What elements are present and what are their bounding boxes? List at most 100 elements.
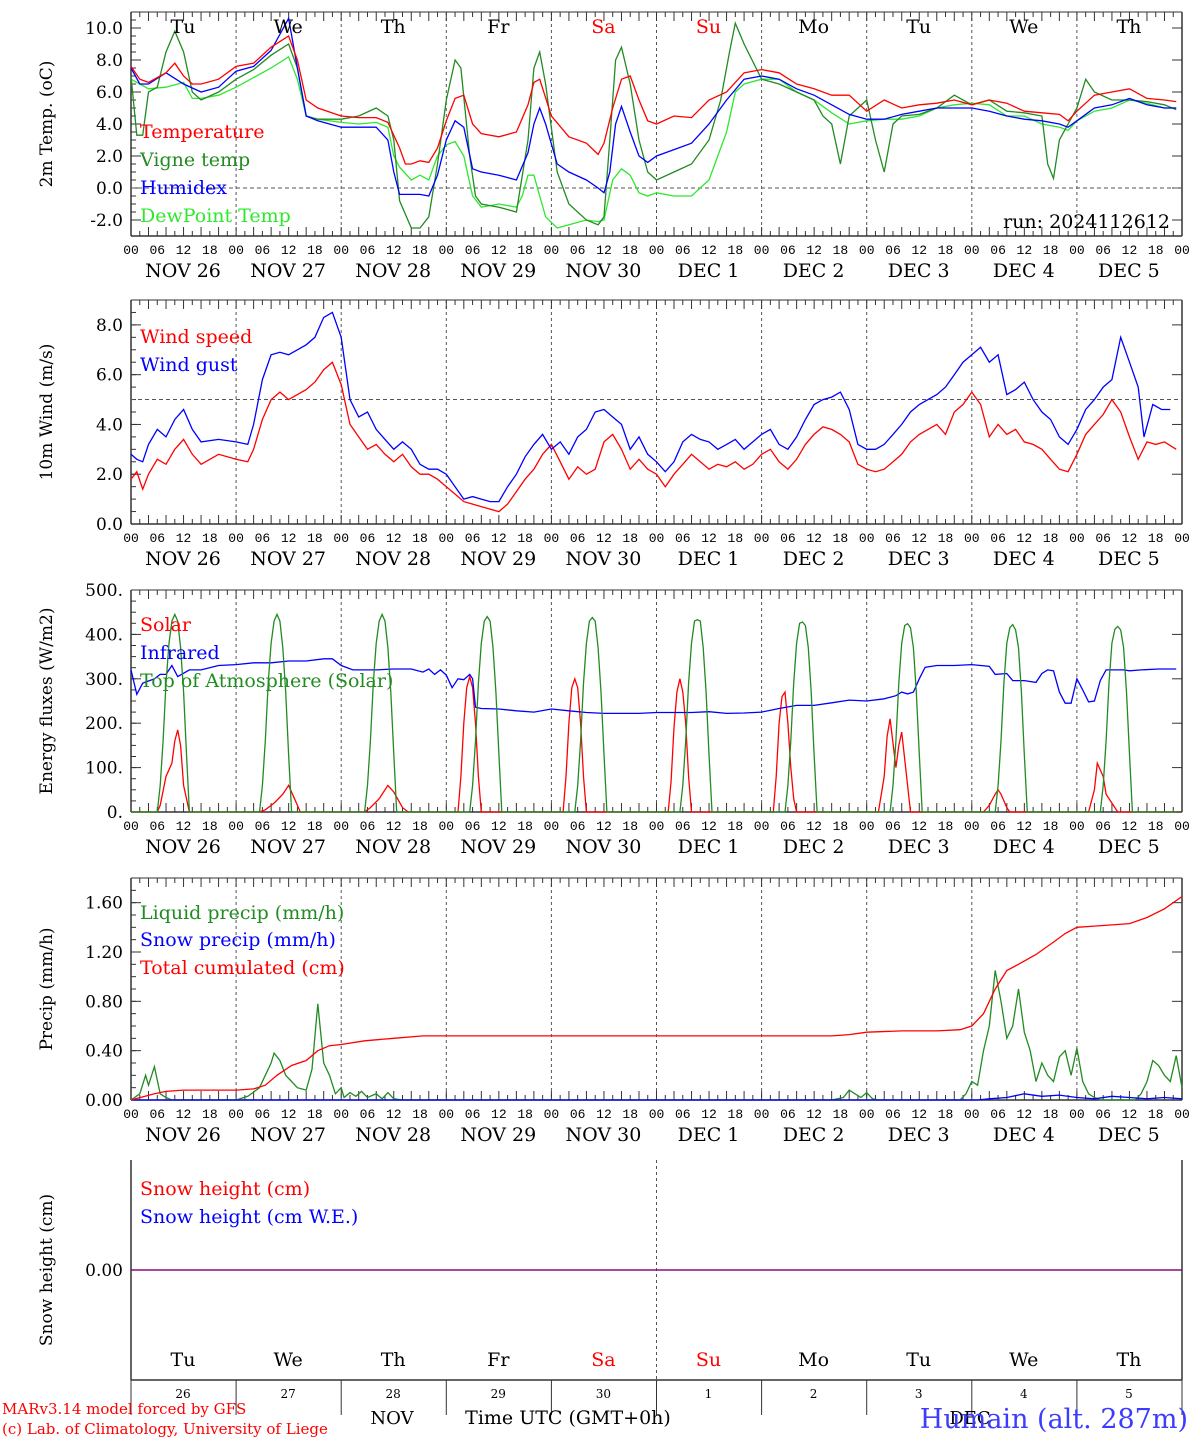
- hour-tick-label: 00: [438, 531, 454, 546]
- date-label: NOV 30: [565, 548, 641, 570]
- hour-tick-label: 18: [307, 819, 323, 834]
- legend-entry: Infrared: [140, 642, 220, 664]
- date-label: NOV 26: [145, 548, 221, 570]
- date-label: NOV 26: [145, 1124, 221, 1146]
- y-tick-label: 4.0: [96, 115, 123, 135]
- hour-tick-label: 00: [754, 819, 770, 834]
- hour-tick-label: 00: [438, 243, 454, 258]
- weekday-label-bottom: We: [1009, 1349, 1038, 1371]
- series-line-3: [131, 612, 1177, 813]
- weekday-label: Mo: [798, 16, 829, 38]
- hour-tick-label: 12: [176, 1107, 192, 1122]
- hour-tick-label: 06: [570, 531, 586, 546]
- hour-tick-label: 18: [1148, 819, 1164, 834]
- hour-tick-label: 18: [1043, 1107, 1059, 1122]
- hour-tick-label: 12: [176, 243, 192, 258]
- date-label: DEC 1: [678, 836, 740, 858]
- hour-tick-label: 18: [307, 243, 323, 258]
- hour-tick-label: 06: [990, 1107, 1006, 1122]
- hour-tick-label: 18: [622, 531, 638, 546]
- date-label: NOV 29: [460, 260, 536, 282]
- y-axis-title: 2m Temp. (oC): [37, 61, 57, 188]
- hour-tick-label: 00: [333, 531, 349, 546]
- weekday-label: We: [1009, 16, 1038, 38]
- panel-5: 0.00 Snow height (cm) Snow height (cm) Snow…: [37, 1160, 1183, 1381]
- hour-tick-label: 12: [806, 1107, 822, 1122]
- hour-tick-label: 18: [307, 531, 323, 546]
- hour-tick-label: 06: [465, 243, 481, 258]
- hour-tick-label: 12: [386, 819, 402, 834]
- date-label: NOV 27: [250, 836, 326, 858]
- date-label: NOV 30: [565, 836, 641, 858]
- legend-entry: Solar: [140, 614, 192, 636]
- hour-tick-label: 00: [859, 531, 875, 546]
- hour-tick-label: 00: [123, 1107, 139, 1122]
- hour-tick-label: 00: [859, 1107, 875, 1122]
- weekday-label-bottom: Th: [1116, 1349, 1141, 1371]
- date-label: DEC 2: [783, 260, 845, 282]
- hour-tick-label: 18: [622, 819, 638, 834]
- legend-entry: Top of Atmosphere (Solar): [140, 670, 393, 692]
- hour-tick-label: 18: [1043, 819, 1059, 834]
- hour-tick-label: 18: [622, 1107, 638, 1122]
- date-label: DEC 4: [993, 1124, 1055, 1146]
- series-line-3: [130, 895, 1183, 1101]
- hour-tick-label: 00: [964, 1107, 980, 1122]
- day-number: 27: [280, 1387, 295, 1401]
- hour-tick-label: 12: [1017, 531, 1033, 546]
- hour-tick-label: 06: [149, 1107, 165, 1122]
- hour-tick-label: 00: [333, 1107, 349, 1122]
- legend-entry: Snow height (cm W.E.): [140, 1206, 358, 1228]
- date-label: DEC 1: [678, 1124, 740, 1146]
- hour-tick-label: 00: [754, 243, 770, 258]
- hour-tick-label: 00: [544, 1107, 560, 1122]
- hour-tick-label: 00: [333, 819, 349, 834]
- hour-tick-label: 12: [281, 243, 297, 258]
- hour-tick-label: 12: [491, 243, 507, 258]
- hour-tick-label: 12: [911, 819, 927, 834]
- hour-tick-label: 12: [596, 819, 612, 834]
- hour-tick-label: 18: [1043, 243, 1059, 258]
- date-label: NOV 26: [145, 836, 221, 858]
- hour-tick-label: 06: [675, 531, 691, 546]
- hour-tick-label: 12: [1122, 819, 1138, 834]
- hour-tick-label: 18: [517, 243, 533, 258]
- hour-tick-label: 00: [1174, 1107, 1190, 1122]
- hour-tick-label: 00: [123, 819, 139, 834]
- y-tick-label: 100.: [85, 759, 123, 779]
- hour-tick-label: 18: [1148, 1107, 1164, 1122]
- date-label: DEC 2: [783, 548, 845, 570]
- y-tick-label: 6.0: [96, 83, 123, 103]
- date-label: NOV 28: [355, 1124, 431, 1146]
- hour-tick-label: 06: [1095, 819, 1111, 834]
- date-label: DEC 2: [783, 1124, 845, 1146]
- hour-tick-label: 12: [1122, 243, 1138, 258]
- series-line-2: [130, 21, 1177, 229]
- hour-tick-label: 06: [149, 819, 165, 834]
- hour-tick-label: 06: [149, 531, 165, 546]
- hour-tick-label: 06: [360, 819, 376, 834]
- run-annotation: run: 2024112612: [1003, 211, 1170, 233]
- y-tick-label: 2.0: [96, 147, 123, 167]
- hour-tick-label: 18: [412, 243, 428, 258]
- hour-tick-label: 06: [675, 243, 691, 258]
- weekday-label: We: [273, 16, 302, 38]
- hour-tick-label: 18: [202, 1107, 218, 1122]
- station-name: Humain (alt. 287m): [920, 1404, 1188, 1435]
- hour-tick-label: 00: [228, 819, 244, 834]
- hour-tick-label: 12: [596, 531, 612, 546]
- hour-tick-label: 12: [911, 1107, 927, 1122]
- weekday-label-bottom: Th: [381, 1349, 406, 1371]
- hour-tick-label: 06: [780, 819, 796, 834]
- hour-tick-label: 12: [491, 819, 507, 834]
- legend-entry: Wind speed: [140, 326, 252, 348]
- hour-tick-label: 06: [885, 243, 901, 258]
- hour-tick-label: 12: [911, 243, 927, 258]
- hour-tick-label: 12: [281, 1107, 297, 1122]
- series-line-2: [130, 658, 1177, 715]
- hour-tick-label: 00: [1069, 243, 1085, 258]
- hour-tick-label: 18: [202, 531, 218, 546]
- hour-tick-label: 12: [1122, 531, 1138, 546]
- legend-entry: Total cumulated (cm): [140, 957, 345, 979]
